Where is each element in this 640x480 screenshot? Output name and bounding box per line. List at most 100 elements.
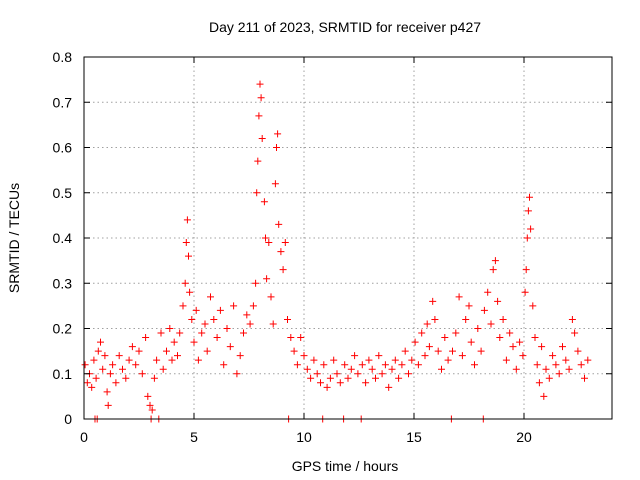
data-point	[293, 361, 301, 369]
data-point	[163, 347, 170, 355]
data-point	[260, 198, 268, 206]
data-point	[351, 352, 359, 360]
data-point	[146, 401, 154, 409]
data-point	[233, 370, 241, 378]
data-point	[336, 379, 344, 387]
data-point	[523, 234, 531, 242]
data-point	[188, 315, 196, 323]
x-axis-label: GPS time / hours	[292, 458, 399, 474]
data-point	[452, 329, 460, 337]
y-tick-label: 0.6	[53, 140, 73, 156]
data-point	[83, 379, 91, 387]
data-point	[519, 352, 527, 360]
data-point	[263, 275, 271, 283]
data-point	[577, 361, 585, 369]
data-point	[258, 134, 266, 142]
data-point	[333, 370, 341, 378]
data-point	[236, 352, 244, 360]
data-point	[418, 329, 426, 337]
data-point	[326, 374, 334, 382]
data-point	[92, 374, 100, 382]
data-point	[323, 383, 331, 391]
axis-ticks: 0 0.1 0.2 0.3 0.4 0.5 0.6 0.7 0.8 0 5 10 15 20	[53, 49, 612, 445]
data-point	[103, 388, 111, 396]
data-point	[307, 374, 315, 382]
data-point	[491, 257, 499, 265]
data-point	[223, 325, 231, 332]
data-point	[246, 320, 254, 328]
data-point	[584, 356, 592, 364]
data-point	[179, 302, 187, 310]
data-point	[153, 356, 161, 364]
data-point	[391, 356, 399, 364]
data-point	[94, 347, 102, 355]
data-point	[581, 374, 588, 382]
data-point	[157, 329, 165, 337]
data-point	[277, 248, 285, 256]
data-point	[535, 379, 543, 387]
data-point	[216, 306, 224, 314]
data-point	[434, 347, 442, 355]
data-point	[254, 157, 262, 165]
data-point	[313, 370, 321, 378]
data-point	[499, 315, 507, 323]
data-point	[284, 315, 291, 323]
data-point	[150, 374, 158, 382]
data-point	[281, 239, 289, 247]
data-point	[142, 334, 150, 342]
data-point	[104, 401, 112, 409]
data-point	[487, 320, 495, 328]
data-point	[465, 302, 473, 310]
data-point	[262, 234, 269, 242]
data-point	[538, 343, 546, 351]
data-point	[166, 325, 174, 332]
data-point	[425, 343, 433, 351]
data-point	[273, 144, 280, 151]
data-point	[220, 361, 228, 369]
x-tick-label: 0	[80, 429, 88, 445]
data-point	[186, 288, 194, 296]
x-tick-label: 5	[190, 429, 198, 445]
y-tick-label: 0.5	[53, 185, 73, 201]
y-tick-label: 0.1	[53, 366, 73, 382]
data-point	[265, 239, 273, 247]
data-point	[213, 334, 221, 342]
data-point	[269, 320, 277, 328]
data-point	[401, 347, 409, 355]
data-point	[545, 374, 553, 382]
data-point	[455, 293, 463, 301]
data-point	[132, 361, 140, 369]
data-point	[458, 352, 466, 360]
y-tick-label: 0	[64, 411, 72, 427]
x-tick-label: 20	[516, 429, 532, 445]
data-point	[378, 370, 386, 378]
data-point	[170, 338, 178, 346]
data-point	[257, 94, 265, 102]
data-point	[279, 266, 287, 274]
data-point	[290, 347, 298, 355]
data-point	[207, 293, 214, 301]
data-point	[210, 315, 218, 323]
data-point	[506, 329, 514, 337]
data-point	[521, 288, 529, 296]
data-point	[552, 361, 560, 369]
data-point	[112, 379, 120, 387]
data-point	[549, 352, 557, 360]
y-tick-label: 0.7	[53, 94, 73, 110]
data-point	[185, 252, 192, 260]
data-point	[240, 329, 247, 337]
y-tick-label: 0.3	[53, 275, 73, 291]
y-axis-label: SRMTID / TECUs	[6, 183, 22, 293]
data-point	[159, 365, 167, 373]
data-point	[135, 347, 143, 355]
data-point	[421, 352, 429, 360]
data-point	[119, 365, 126, 373]
data-point	[320, 361, 328, 369]
data-point	[542, 365, 550, 373]
data-point	[395, 374, 403, 382]
data-point	[90, 356, 98, 364]
data-point	[522, 266, 530, 274]
data-point	[354, 370, 362, 378]
data-point	[562, 356, 570, 364]
